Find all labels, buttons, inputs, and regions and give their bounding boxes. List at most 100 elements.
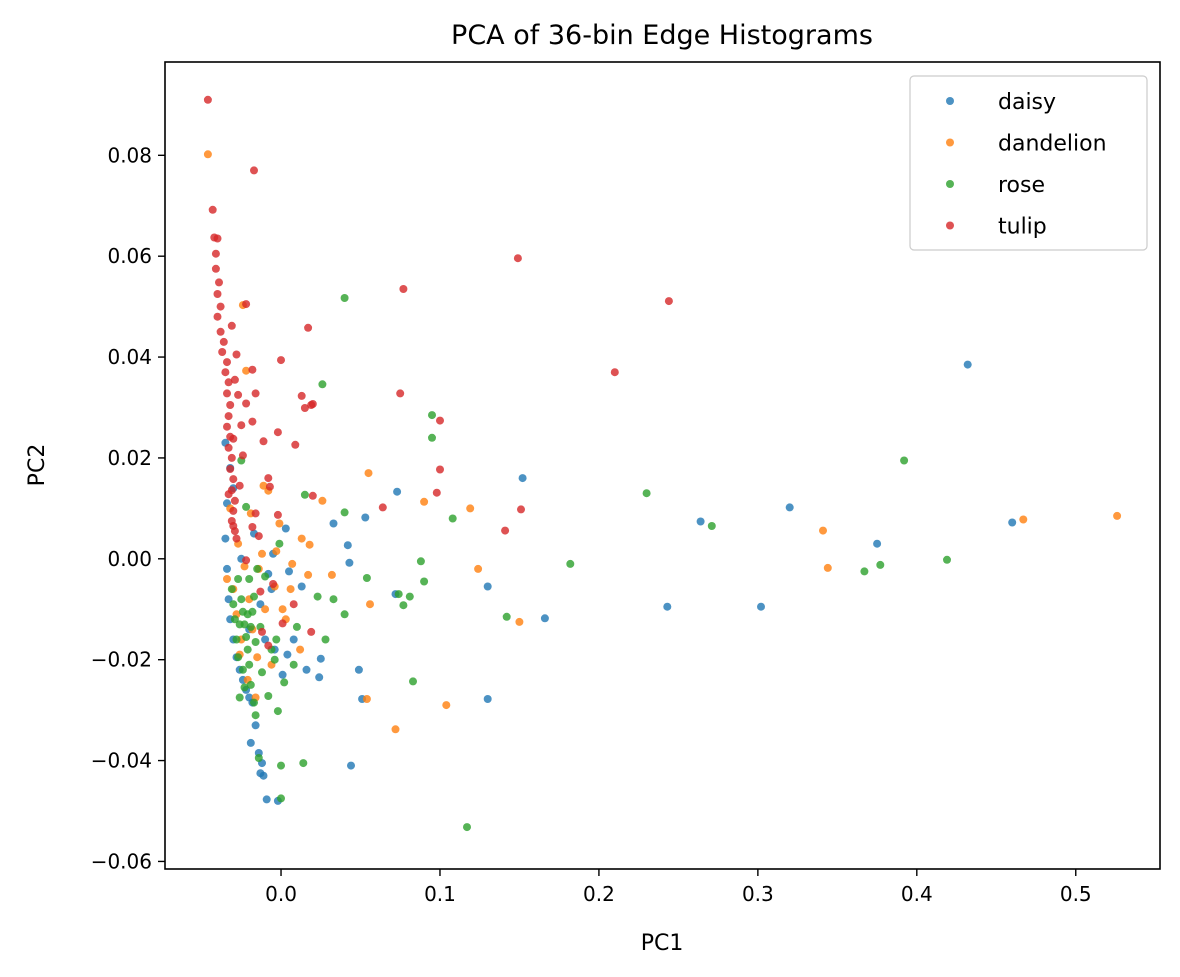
point-tulip-34 xyxy=(229,434,238,443)
point-dandelion-18 xyxy=(296,645,305,654)
point-dandelion-6 xyxy=(466,504,475,513)
point-tulip-44 xyxy=(264,474,273,483)
point-tulip-55 xyxy=(300,404,309,412)
point-tulip-73 xyxy=(278,619,287,628)
point-rose-44 xyxy=(242,633,251,641)
point-tulip-43 xyxy=(259,437,268,446)
point-tulip-54 xyxy=(297,391,306,400)
point-rose-56 xyxy=(245,575,254,583)
point-tulip-50 xyxy=(273,510,282,519)
point-tulip-49 xyxy=(242,556,251,565)
point-tulip-51 xyxy=(273,428,282,437)
point-tulip-77 xyxy=(256,587,265,596)
point-dandelion-4 xyxy=(515,617,524,626)
axis-ticks: 0.0 0.1 0.2 0.3 0.4 0.5 −0.06 −0.04 −0.02 0.00 0.0… xyxy=(91,143,1092,906)
point-daisy-41 xyxy=(245,693,254,702)
point-rose-31 xyxy=(277,794,285,803)
point-dandelion-28 xyxy=(258,549,266,558)
point-dandelion-15 xyxy=(305,540,314,549)
legend-marker-rose xyxy=(946,180,954,188)
legend-label-tulip: tulip xyxy=(998,215,1047,240)
point-daisy-40 xyxy=(246,738,255,747)
point-dandelion-13 xyxy=(327,570,336,579)
point-tulip-47 xyxy=(254,532,263,541)
point-daisy-59 xyxy=(261,635,270,644)
point-tulip-15 xyxy=(221,368,230,377)
point-rose-23 xyxy=(321,635,330,644)
legend: daisy dandelion rose tulip xyxy=(909,75,1148,251)
point-tulip-40 xyxy=(242,399,251,408)
point-daisy-18 xyxy=(343,541,352,550)
point-daisy-27 xyxy=(281,524,290,533)
point-rose-19 xyxy=(340,508,349,517)
point-tulip-65 xyxy=(436,465,444,474)
point-rose-65 xyxy=(234,575,243,583)
point-dandelion-42 xyxy=(240,562,249,571)
x-axis-label: PC1 xyxy=(641,931,684,956)
y-tick-label-6: 0.06 xyxy=(107,244,152,268)
point-dandelion-16 xyxy=(304,570,313,579)
point-daisy-7 xyxy=(540,614,549,623)
point-tulip-24 xyxy=(226,465,235,473)
point-rose-3 xyxy=(860,567,869,576)
point-dandelion-44 xyxy=(253,653,262,662)
point-rose-43 xyxy=(243,645,252,654)
point-dandelion-0 xyxy=(1113,511,1122,520)
point-rose-20 xyxy=(340,294,349,302)
point-dandelion-1 xyxy=(1019,515,1028,524)
point-tulip-39 xyxy=(248,365,257,374)
point-tulip-67 xyxy=(517,505,525,514)
point-rose-0 xyxy=(943,555,951,564)
point-tulip-75 xyxy=(258,627,266,636)
point-tulip-72 xyxy=(289,600,298,609)
point-tulip-23 xyxy=(227,453,236,462)
y-tick-label-1: −0.04 xyxy=(91,749,152,773)
point-rose-2 xyxy=(876,560,885,569)
point-tulip-59 xyxy=(308,491,317,500)
legend-marker-daisy xyxy=(946,97,954,105)
point-rose-11 xyxy=(428,433,436,442)
point-rose-14 xyxy=(409,677,417,686)
point-dandelion-5 xyxy=(474,564,483,573)
point-rose-34 xyxy=(275,539,284,548)
point-tulip-18 xyxy=(226,401,235,409)
point-rose-38 xyxy=(254,754,263,762)
point-dandelion-27 xyxy=(259,481,268,490)
point-tulip-25 xyxy=(229,475,238,484)
point-tulip-4 xyxy=(213,234,222,243)
point-dandelion-7 xyxy=(442,701,451,710)
point-tulip-63 xyxy=(432,488,441,497)
point-daisy-3 xyxy=(785,503,794,512)
point-daisy-25 xyxy=(285,567,293,576)
point-tulip-0 xyxy=(203,95,212,104)
point-daisy-33 xyxy=(262,795,271,804)
point-rose-64 xyxy=(238,665,247,674)
point-dandelion-20 xyxy=(286,585,295,594)
series-daisy xyxy=(221,360,1017,805)
point-tulip-7 xyxy=(215,278,223,287)
point-daisy-9 xyxy=(483,582,492,591)
point-rose-67 xyxy=(240,683,249,692)
point-rose-58 xyxy=(251,638,260,646)
series-rose xyxy=(227,294,951,832)
point-tulip-46 xyxy=(251,509,260,518)
point-tulip-61 xyxy=(396,389,405,398)
point-tulip-31 xyxy=(232,534,241,543)
point-tulip-74 xyxy=(264,641,273,650)
point-rose-51 xyxy=(230,615,239,624)
x-tick-label-0: 0.0 xyxy=(265,882,297,906)
point-rose-68 xyxy=(243,610,252,619)
point-tulip-5 xyxy=(211,249,220,258)
point-rose-8 xyxy=(463,823,471,832)
point-rose-50 xyxy=(232,635,241,644)
point-rose-60 xyxy=(261,572,270,581)
point-rose-70 xyxy=(250,592,258,601)
point-rose-37 xyxy=(258,668,266,677)
point-dandelion-10 xyxy=(366,600,374,609)
point-tulip-45 xyxy=(265,482,274,491)
point-rose-42 xyxy=(245,660,254,669)
point-tulip-13 xyxy=(218,348,227,356)
point-dandelion-19 xyxy=(288,559,297,568)
point-tulip-2 xyxy=(208,205,217,214)
